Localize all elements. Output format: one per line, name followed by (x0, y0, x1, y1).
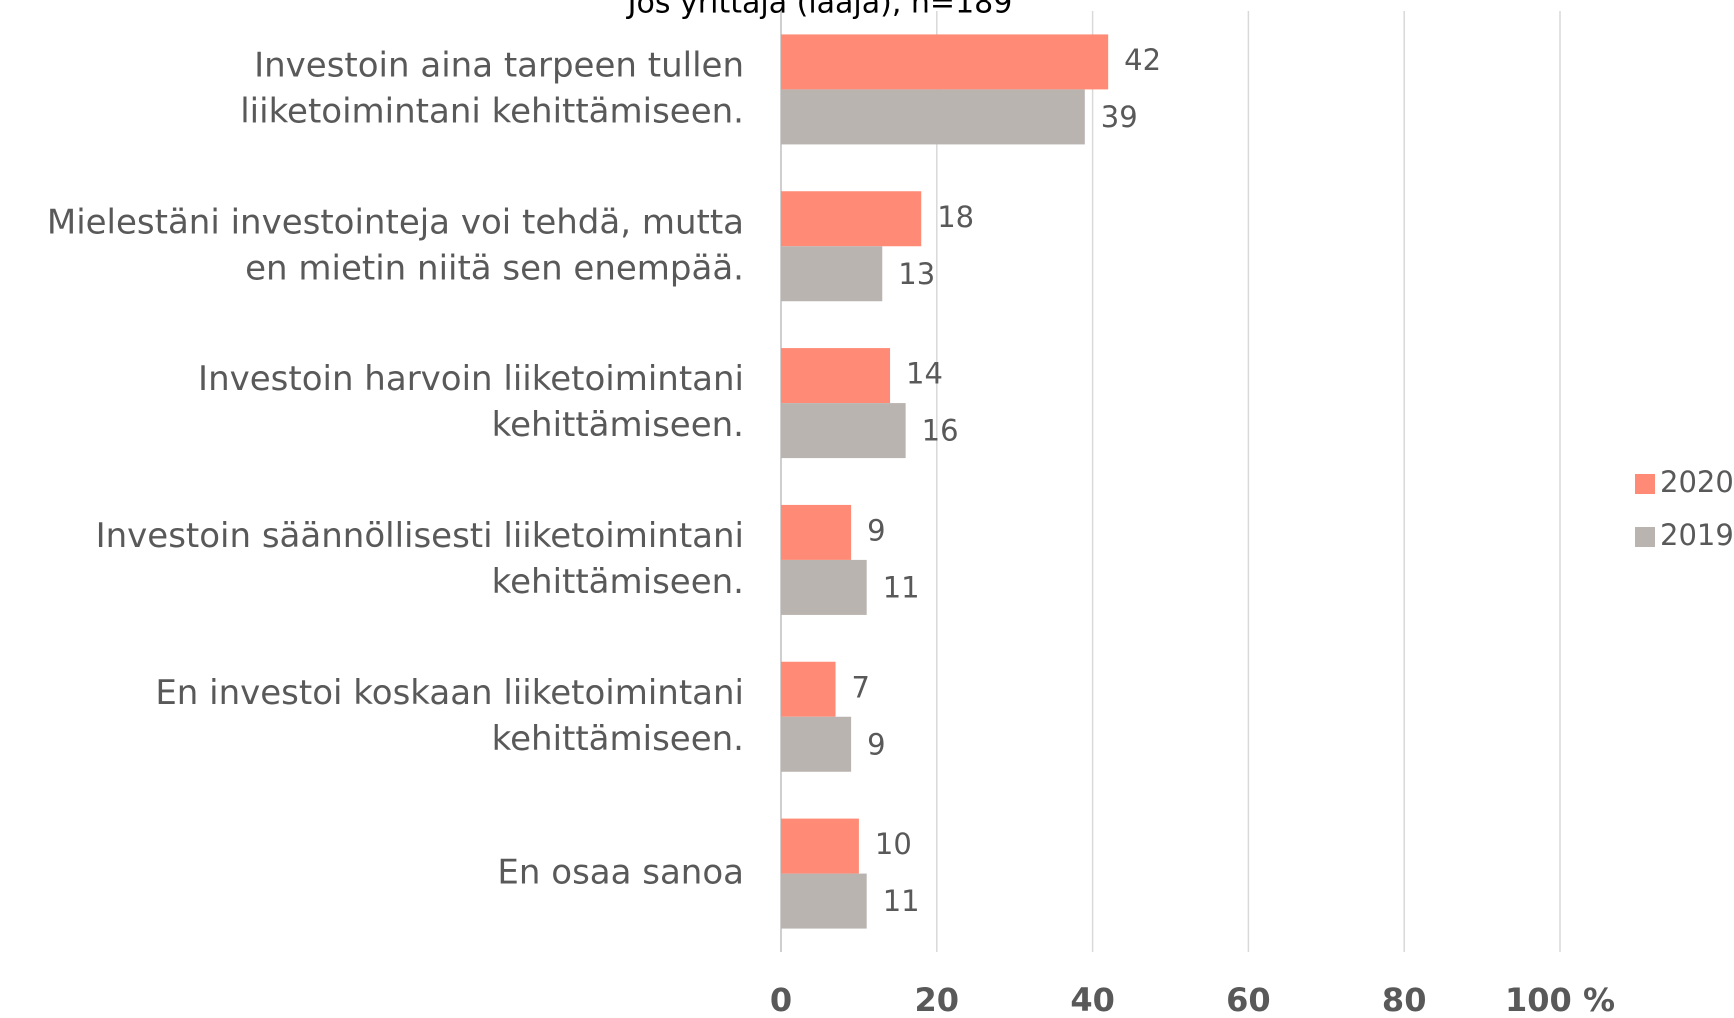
x-tick-label: 20 (915, 981, 960, 1018)
x-tick-label: 0 (770, 981, 792, 1018)
category-label-line: En osaa sanoa (497, 852, 744, 892)
value-label: 39 (1101, 100, 1138, 134)
bar (781, 873, 867, 929)
bar (781, 246, 883, 302)
category-label: En osaa sanoa (497, 852, 744, 892)
category-label: En investoi koskaan liiketoimintani kehit… (155, 672, 744, 758)
value-label: 42 (1124, 43, 1161, 77)
value-label: 9 (867, 513, 885, 547)
category-label: Investoin aina tarpeen tullen liiketoimin… (240, 45, 744, 131)
value-label: 10 (875, 827, 912, 861)
category-label: Investoin säännöllisesti liiketoimintani… (96, 515, 744, 601)
bar (781, 403, 906, 459)
category-label-line: liiketoimintani kehittämiseen. (240, 91, 744, 131)
category-label-line: Mielestäni investointeja voi tehdä, mutt… (47, 202, 744, 242)
category-label-line: en mietin niitä sen enempää. (245, 248, 744, 288)
category-label: Investoin harvoin liiketoimintani kehittä… (198, 359, 744, 445)
value-label: 9 (867, 727, 885, 761)
bar (781, 818, 859, 874)
bar (781, 504, 852, 560)
x-tick-label: 60 (1226, 981, 1271, 1018)
value-label: 11 (883, 884, 920, 918)
value-label: 16 (922, 414, 959, 448)
category-label-line: kehittämiseen. (492, 561, 744, 601)
chart-title: Jos yrittäjä (laaja), n=189 (626, 0, 1013, 21)
value-label: 7 (852, 670, 870, 704)
bar (781, 716, 852, 772)
value-label: 14 (906, 357, 943, 391)
value-label: 18 (937, 200, 974, 234)
category-label-line: kehittämiseen. (492, 405, 744, 445)
legend-swatch (1635, 474, 1655, 494)
value-label: 11 (883, 570, 920, 604)
category-label-line: kehittämiseen. (492, 718, 744, 758)
x-tick-label: 100 % (1505, 981, 1615, 1018)
x-tick-label: 40 (1070, 981, 1115, 1018)
category-label-line: Investoin harvoin liiketoimintani (198, 359, 744, 399)
category-label-line: Investoin säännöllisesti liiketoimintani (96, 515, 744, 555)
x-tick-label: 80 (1382, 981, 1427, 1018)
category-label-line: En investoi koskaan liiketoimintani (155, 672, 744, 712)
bar (781, 191, 922, 247)
legend-label: 2019 (1660, 518, 1734, 552)
bar (781, 559, 867, 615)
category-label-line: Investoin aina tarpeen tullen (254, 45, 744, 85)
legend-swatch (1635, 527, 1655, 547)
bar (781, 348, 891, 404)
category-label: Mielestäni investointeja voi tehdä, mutt… (47, 202, 744, 288)
bar (781, 89, 1085, 145)
legend-label: 2020 (1660, 465, 1734, 499)
value-label: 13 (898, 257, 935, 291)
bar (781, 661, 836, 717)
bar (781, 34, 1109, 90)
